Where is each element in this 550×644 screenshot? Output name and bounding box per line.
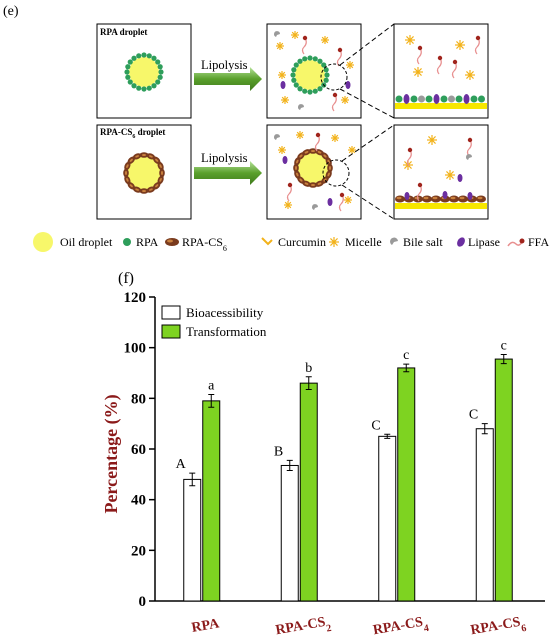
legend-swatch <box>161 305 181 320</box>
rpa-droplet-title: RPA droplet <box>100 27 147 37</box>
significance-letter: a <box>208 379 215 394</box>
transformation-bar <box>202 400 221 602</box>
bioaccessibility-bar <box>378 435 397 602</box>
rpa-interface-zoom-box <box>393 23 489 119</box>
legend-lipase: Lipase <box>457 235 500 249</box>
zoom-lines-1 <box>339 23 395 119</box>
chart-legend: Bioacessibility Transformation <box>161 305 267 339</box>
error-bar <box>305 376 312 390</box>
y-tick-label: 40 <box>131 493 146 509</box>
lipolysis-label-1: Lipolysis <box>201 58 248 72</box>
legend-ffa-label: FFA <box>528 235 549 249</box>
x-category-label: RPA-CS2 <box>274 614 332 643</box>
y-tick-label: 120 <box>124 290 147 306</box>
micelle-icon <box>329 237 339 247</box>
significance-letter: C <box>469 408 478 423</box>
x-category-label: RPA-CS6 <box>469 614 527 643</box>
rpa-cs6-droplet-title: RPA-CS6 droplet <box>100 127 165 140</box>
chart-bars: Aa RPA Bb RPA-CS2 Cc RPA-CS4 Cc RPA-CS6 <box>176 339 528 643</box>
significance-letter: b <box>305 361 312 376</box>
legend-rpa-cs6-label: RPA-CS6 <box>182 235 227 253</box>
percentage-bar-chart: 0 20 40 60 80 100 120 Aa RPA Bb RPA-CS2 Cc RPA-CS4 C… <box>101 290 545 643</box>
significance-letter: c <box>501 339 507 354</box>
x-category-label: RPA-CS4 <box>372 614 430 643</box>
transformation-bar <box>397 367 416 602</box>
legend-oil-droplet: Oil droplet <box>33 232 113 252</box>
ffa-icon <box>507 238 525 247</box>
bile-salt-icon <box>390 237 398 245</box>
legend-series-label: Bioacessibility <box>186 305 264 320</box>
lipolysis-schematic: RPA droplet Lipolysis RPA-CS6 droplet <box>33 23 549 253</box>
significance-letter: B <box>274 444 283 459</box>
significance-letter: A <box>176 457 187 472</box>
rpa-cs6-droplet-icon <box>123 152 165 194</box>
significance-letter: c <box>403 348 409 363</box>
legend-rpa-label: RPA <box>136 235 159 249</box>
legend-ffa: FFA <box>507 235 549 249</box>
bioaccessibility-bar <box>280 464 299 602</box>
error-bar <box>403 363 410 373</box>
y-tick-label: 80 <box>131 391 146 407</box>
error-bar <box>286 459 293 472</box>
rpa-digestion-box <box>266 23 362 119</box>
significance-letter: C <box>371 418 380 433</box>
rpa-droplet-box: RPA droplet <box>96 23 192 119</box>
lipolysis-arrow-1: Lipolysis <box>194 58 262 91</box>
y-tick-label: 100 <box>124 341 147 357</box>
legend-curcumin-label: Curcumin <box>278 235 326 249</box>
error-bar <box>189 472 196 487</box>
error-bar <box>208 394 215 408</box>
rpa-cs6-digestion-box <box>266 124 362 220</box>
y-tick-label: 0 <box>139 594 147 610</box>
legend-rpa: RPA <box>123 235 159 249</box>
error-bar <box>500 354 507 365</box>
legend-lipase-label: Lipase <box>468 235 500 249</box>
rpa-cs6-droplet-box: RPA-CS6 droplet <box>96 124 192 220</box>
legend-micelle: Micelle <box>329 235 382 249</box>
lipase-icon <box>457 237 465 247</box>
transformation-bar <box>494 358 513 602</box>
lipolysis-arrow-2: Lipolysis <box>194 151 262 185</box>
legend-series-label: Transformation <box>186 324 267 339</box>
rpa-icon <box>123 238 131 246</box>
legend-bile-salt: Bile salt <box>390 235 443 249</box>
rpa-cs6-icon <box>165 238 179 246</box>
rpa-droplet-icon <box>124 52 164 92</box>
legend-curcumin: Curcumin <box>261 235 326 249</box>
y-tick-label: 20 <box>131 543 146 559</box>
oil-droplet-icon <box>33 232 53 252</box>
legend-oil-droplet-label: Oil droplet <box>60 235 113 249</box>
legend-bile-salt-label: Bile salt <box>403 235 443 249</box>
legend-rpa-cs6: RPA-CS6 <box>165 235 227 253</box>
legend-micelle-label: Micelle <box>345 235 382 249</box>
transformation-bar <box>299 382 318 602</box>
rpa-cs6-interface-zoom-box <box>393 124 489 220</box>
legend-swatch <box>161 324 181 339</box>
bioaccessibility-bar <box>475 428 494 602</box>
lipolysis-label-2: Lipolysis <box>201 151 248 165</box>
x-category-label: RPA <box>191 616 222 636</box>
curcumin-icon <box>261 237 273 246</box>
bioaccessibility-bar <box>183 478 202 602</box>
error-bar <box>481 423 488 435</box>
panel-f-label: (f) <box>118 270 134 287</box>
panel-e-label: (e) <box>3 4 19 19</box>
y-tick-label: 60 <box>131 442 146 458</box>
schematic-legend: Oil droplet RPA RPA-CS6 Curcumin Micelle… <box>33 232 549 253</box>
y-axis-title: Percentage (%) <box>101 394 122 513</box>
zoom-lines-2 <box>341 124 395 220</box>
error-bar <box>384 433 391 439</box>
